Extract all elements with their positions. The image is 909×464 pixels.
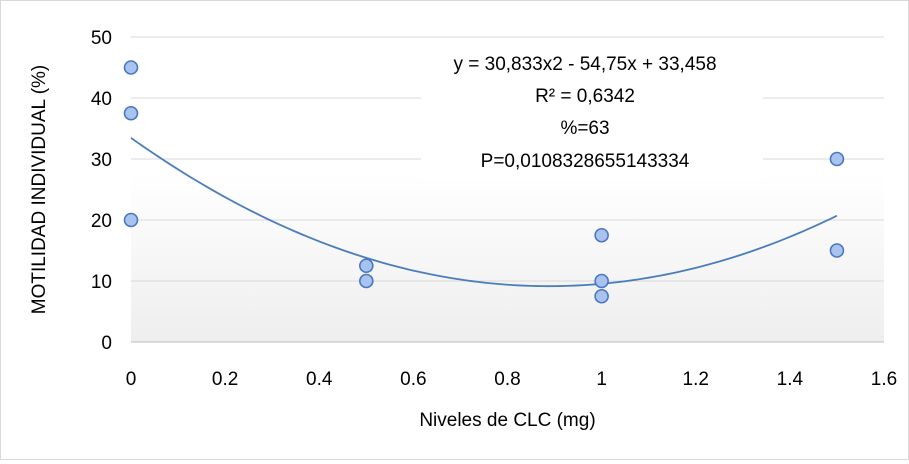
annotation-line-r2: R² = 0,6342 bbox=[535, 86, 635, 107]
x-tick-label: 0.8 bbox=[494, 369, 520, 390]
x-tick-labels: 0 0.2 0.4 0.6 0.8 1 1.2 1.4 1.6 bbox=[126, 369, 898, 390]
y-tick-labels: 0 10 20 30 40 50 bbox=[91, 28, 112, 354]
x-tick-label: 0.2 bbox=[212, 369, 238, 390]
y-tick-label: 30 bbox=[91, 150, 112, 171]
equation-annotation: y = 30,833x2 - 54,75x + 33,458 R² = 0,63… bbox=[421, 45, 763, 179]
x-axis-label: Niveles de CLC (mg) bbox=[419, 410, 595, 431]
y-tick-label: 20 bbox=[91, 211, 112, 232]
annotation-line-percent: %=63 bbox=[560, 118, 609, 139]
data-point bbox=[594, 273, 609, 289]
data-point bbox=[123, 212, 139, 228]
data-point bbox=[359, 273, 374, 289]
data-point bbox=[359, 258, 374, 274]
annotation-line-equation: y = 30,833x2 - 54,75x + 33,458 bbox=[453, 54, 716, 75]
data-point bbox=[829, 151, 845, 167]
y-tick-label: 10 bbox=[91, 272, 112, 293]
x-tick-label: 0.6 bbox=[400, 369, 426, 390]
data-point bbox=[594, 227, 609, 243]
x-tick-label: 1 bbox=[596, 369, 607, 390]
x-tick-label: 1.4 bbox=[777, 369, 804, 390]
y-tick-label: 50 bbox=[91, 28, 112, 49]
x-tick-label: 1.6 bbox=[871, 369, 897, 390]
data-point bbox=[829, 243, 845, 258]
data-point bbox=[123, 60, 139, 75]
data-point bbox=[594, 288, 609, 304]
x-tick-label: 0.4 bbox=[306, 369, 333, 390]
annotation-background bbox=[421, 45, 763, 179]
data-points bbox=[123, 60, 845, 304]
y-axis-label: MOTILIDAD INDIVIDUAL (%) bbox=[29, 65, 50, 315]
x-tick-label: 1.2 bbox=[683, 369, 709, 390]
x-tick-label: 0 bbox=[126, 369, 137, 390]
trendline bbox=[130, 137, 838, 288]
y-tick-label: 0 bbox=[101, 333, 112, 354]
data-point bbox=[123, 105, 139, 121]
annotation-line-p-value: P=0,0108328655143334 bbox=[481, 151, 690, 172]
y-tick-label: 40 bbox=[91, 89, 112, 110]
